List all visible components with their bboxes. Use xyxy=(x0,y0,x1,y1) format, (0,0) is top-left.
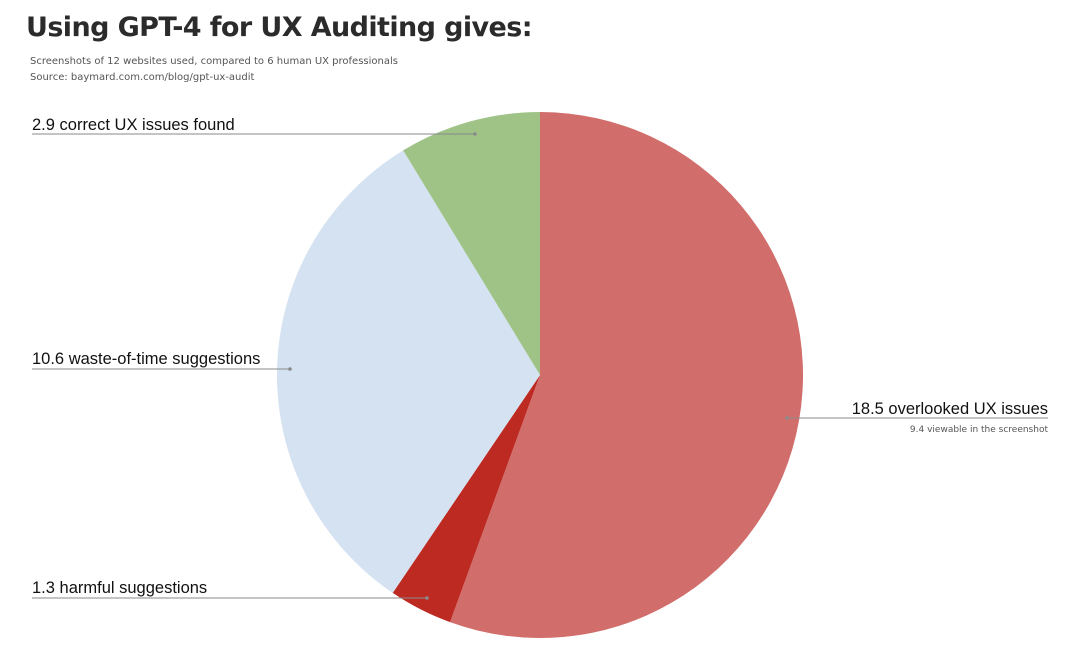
slice-label-1: 18.5 overlooked UX issues xyxy=(852,400,1048,418)
pie-labels: 18.5 overlooked UX issues 9.4 viewable in… xyxy=(32,116,1048,600)
chart-subtitle: Screenshots of 12 websites used, compare… xyxy=(30,56,398,67)
pie-slice-3 xyxy=(277,150,540,593)
slice-label-3: 10.6 waste-of-time suggestions xyxy=(32,350,260,368)
leader-dot-3 xyxy=(288,367,292,371)
slice-label-4: 2.9 correct UX issues found xyxy=(32,116,235,134)
leader-dot-4 xyxy=(473,132,477,136)
pie-slices xyxy=(277,112,803,638)
slice-note-1: 9.4 viewable in the screenshot xyxy=(910,425,1049,435)
pie-slice-4 xyxy=(403,112,540,375)
leader-dot-2 xyxy=(425,596,429,600)
slice-label-2: 1.3 harmful suggestions xyxy=(32,579,207,597)
pie-slice-2 xyxy=(392,375,540,623)
leader-dot-1 xyxy=(785,416,789,420)
chart-source: Source: baymard.com.com/blog/gpt-ux-audi… xyxy=(30,72,255,83)
pie-slice-1 xyxy=(450,112,803,638)
chart-title: Using GPT-4 for UX Auditing gives: xyxy=(26,12,533,43)
